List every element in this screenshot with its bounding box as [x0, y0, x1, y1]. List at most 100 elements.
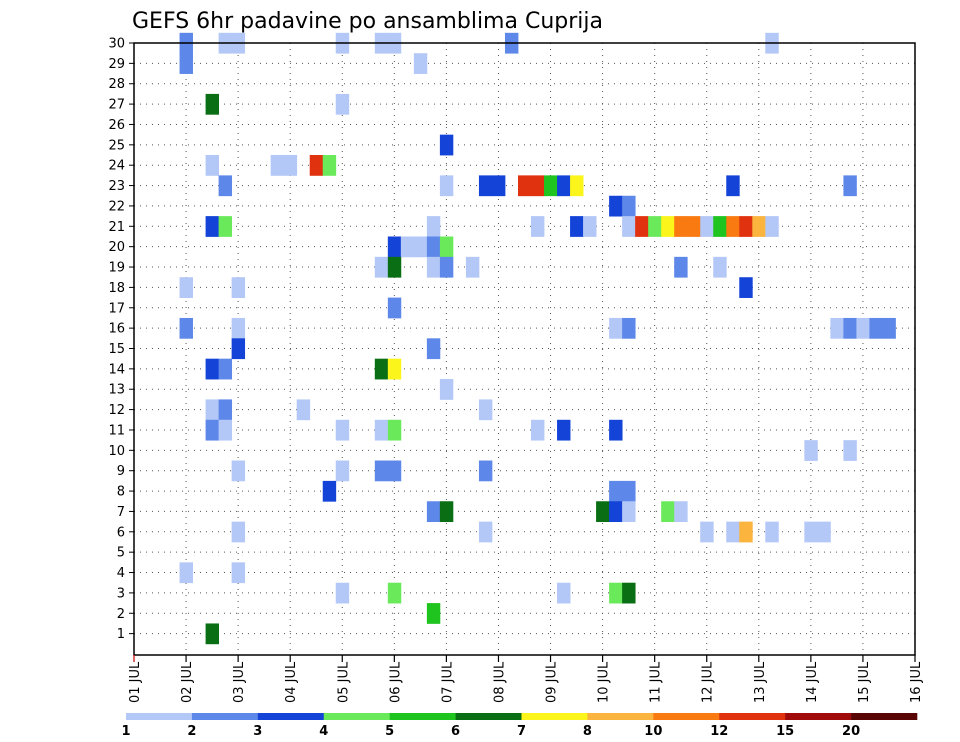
- data-cell: [387, 358, 402, 380]
- data-cell: [426, 501, 441, 523]
- data-cell: [478, 521, 493, 543]
- data-cell: [335, 93, 350, 115]
- colorbar-label: 1: [121, 724, 130, 739]
- colorbar-label: 10: [644, 724, 662, 739]
- data-cell: [609, 582, 623, 604]
- x-axis-ticks: 01 JUL 02 JUL 03 JUL 04 JUL 05 JUL 06 JUL 07 J…: [128, 655, 924, 703]
- data-cell: [531, 216, 545, 237]
- data-cell: [609, 419, 623, 441]
- colorbar-label: 7: [517, 724, 526, 739]
- data-cell: [817, 521, 831, 543]
- data-cell: [374, 419, 389, 441]
- y-tick-label: 30: [108, 37, 125, 52]
- data-cell: [739, 277, 753, 298]
- data-cell: [270, 155, 285, 176]
- data-cell: [531, 419, 545, 441]
- data-cell: [674, 501, 688, 523]
- data-cells: [179, 32, 896, 645]
- colorbar-segment: [785, 713, 852, 720]
- y-tick-label: 9: [117, 464, 125, 479]
- data-cell: [179, 53, 193, 74]
- data-cell: [413, 236, 428, 258]
- data-cell: [726, 521, 740, 543]
- data-cell: [426, 236, 441, 258]
- data-cell: [387, 582, 402, 604]
- data-cell: [752, 216, 766, 237]
- chart-title: GEFS 6hr padavine po ansamblima Cuprija: [132, 9, 603, 34]
- data-cell: [296, 399, 311, 421]
- data-cell: [283, 155, 298, 176]
- data-cell: [218, 399, 233, 421]
- data-cell: [231, 562, 246, 584]
- data-cell: [622, 216, 636, 237]
- data-cell: [205, 419, 220, 441]
- x-tick-label: 08 JUL: [492, 661, 507, 703]
- data-cell: [622, 582, 636, 604]
- data-cell: [557, 582, 571, 604]
- data-cell: [465, 256, 480, 278]
- data-cell: [674, 216, 688, 237]
- colorbar-label: 4: [319, 724, 328, 739]
- y-tick-label: 15: [108, 342, 125, 357]
- y-tick-label: 1: [117, 627, 125, 642]
- data-cell: [231, 521, 246, 543]
- data-cell: [374, 256, 389, 278]
- data-cell: [374, 358, 389, 380]
- x-tick-label: 15 JUL: [857, 661, 872, 703]
- data-cell: [622, 195, 636, 217]
- data-cell: [205, 93, 220, 115]
- data-cell: [739, 216, 753, 237]
- data-cell: [843, 317, 857, 339]
- data-cell: [765, 216, 779, 237]
- colorbar-label: 15: [776, 724, 794, 739]
- data-cell: [335, 460, 350, 482]
- y-tick-label: 13: [108, 383, 125, 398]
- data-cell: [531, 175, 545, 197]
- data-cell: [804, 521, 818, 543]
- data-cell: [218, 175, 233, 197]
- data-cell: [739, 521, 753, 543]
- data-cell: [439, 256, 454, 278]
- colorbar-segment: [851, 713, 918, 720]
- y-tick-label: 4: [117, 566, 125, 581]
- y-tick-label: 10: [108, 444, 125, 459]
- data-cell: [179, 562, 193, 584]
- y-tick-label: 2: [117, 607, 125, 622]
- colorbar-label: 3: [253, 724, 262, 739]
- data-cell: [700, 521, 714, 543]
- data-cell: [726, 175, 740, 197]
- data-cell: [491, 175, 506, 197]
- data-cell: [713, 216, 727, 237]
- data-cell: [179, 277, 193, 298]
- data-cell: [218, 419, 233, 441]
- y-tick-label: 26: [108, 118, 125, 133]
- colorbar-label: 6: [451, 724, 460, 739]
- y-tick-label: 16: [108, 322, 125, 337]
- data-cell: [869, 317, 883, 339]
- data-cell: [231, 460, 246, 482]
- colorbar-segment: [389, 713, 456, 720]
- colorbar-segment: [455, 713, 522, 720]
- data-cell: [726, 216, 740, 237]
- colorbar-segment: [719, 713, 786, 720]
- data-cell: [205, 155, 220, 176]
- y-axis-ticks: 1234567891011121314151617181920212223242…: [108, 37, 134, 642]
- data-cell: [674, 256, 688, 278]
- y-tick-label: 20: [108, 240, 125, 255]
- y-tick-label: 6: [117, 525, 125, 540]
- colorbar-segment: [323, 713, 390, 720]
- colorbar-segment: [587, 713, 654, 720]
- data-cell: [205, 358, 220, 380]
- data-cell: [648, 216, 662, 237]
- data-cell: [830, 317, 844, 339]
- data-cell: [570, 216, 584, 237]
- x-tick-label: 13 JUL: [753, 661, 768, 703]
- data-cell: [439, 236, 454, 258]
- data-cell: [426, 338, 441, 360]
- y-tick-label: 8: [117, 485, 125, 500]
- data-cell: [700, 216, 714, 237]
- y-tick-label: 14: [108, 362, 125, 377]
- y-tick-label: 23: [108, 179, 125, 194]
- data-cell: [231, 317, 246, 339]
